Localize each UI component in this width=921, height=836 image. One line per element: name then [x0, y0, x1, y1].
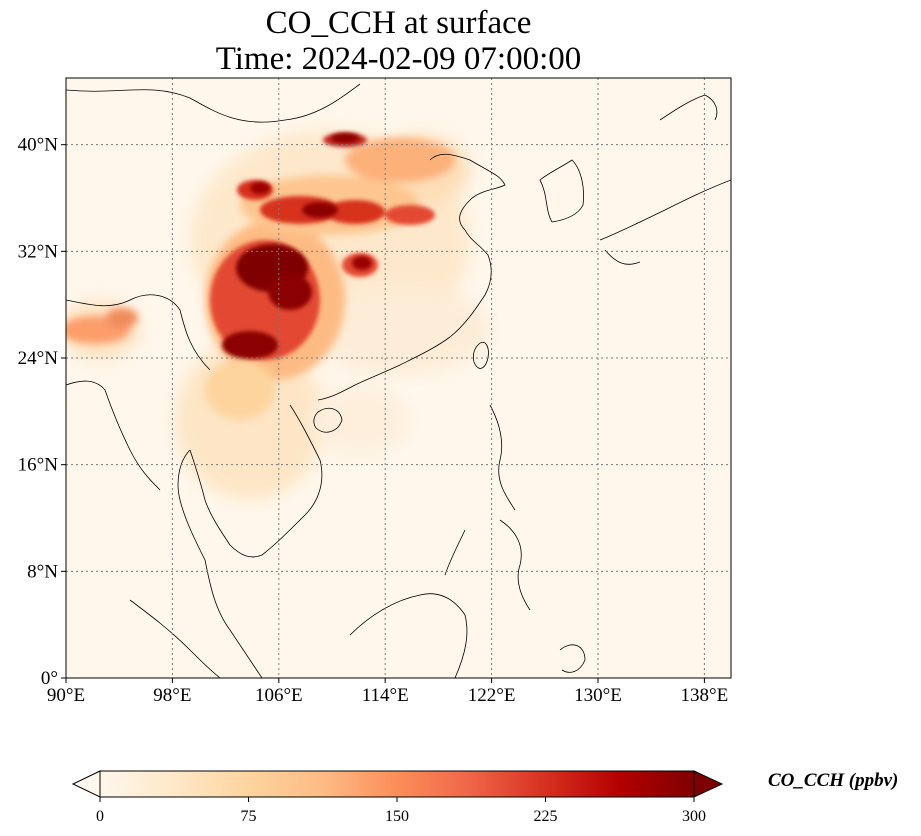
- lon-tick-label: 114°E: [362, 685, 409, 706]
- colorbar-tick-label: 225: [534, 808, 558, 825]
- map-time-subtitle: Time: 2024-02-09 07:00:00: [215, 41, 582, 77]
- lat-tick-label: 40°N: [18, 135, 59, 156]
- lat-tick-label: 24°N: [18, 348, 59, 369]
- lon-tick-label: 90°E: [47, 685, 85, 706]
- colorbar-low-extend: [71, 770, 101, 798]
- co-concentration-field: [66, 130, 490, 500]
- lon-tick-label: 138°E: [681, 685, 729, 706]
- lat-tick-label: 0°: [41, 668, 58, 689]
- colorbar: 0 75 150 225 300: [71, 770, 724, 825]
- gridlines: [66, 78, 731, 678]
- lon-tick-label: 122°E: [468, 685, 516, 706]
- lon-tick-label: 106°E: [255, 685, 303, 706]
- longitude-tick-labels: 90°E 98°E 106°E 114°E 122°E 130°E 138°E: [47, 678, 728, 706]
- lat-tick-label: 32°N: [18, 241, 59, 262]
- coastlines: [66, 83, 731, 678]
- colorbar-label: CO_CCH (ppbv): [768, 770, 899, 791]
- colorbar-tick-label: 75: [241, 808, 257, 825]
- latitude-tick-labels: 0° 8°N 16°N 24°N 32°N 40°N: [18, 135, 66, 689]
- colorbar-high-extend: [693, 770, 724, 798]
- colorbar-tick-label: 300: [682, 808, 706, 825]
- colorbar-tick-label: 150: [385, 808, 409, 825]
- colorbar-tick-label: 0: [96, 808, 104, 825]
- colorbar-ticks: 0 75 150 225 300: [96, 797, 706, 825]
- lat-tick-label: 16°N: [18, 455, 59, 476]
- lon-tick-label: 130°E: [574, 685, 622, 706]
- colorbar-gradient: [100, 771, 694, 797]
- lat-tick-label: 8°N: [27, 561, 58, 582]
- map-title: CO_CCH at surface: [265, 5, 532, 41]
- lon-tick-label: 98°E: [153, 685, 191, 706]
- map-frame: [65, 77, 732, 679]
